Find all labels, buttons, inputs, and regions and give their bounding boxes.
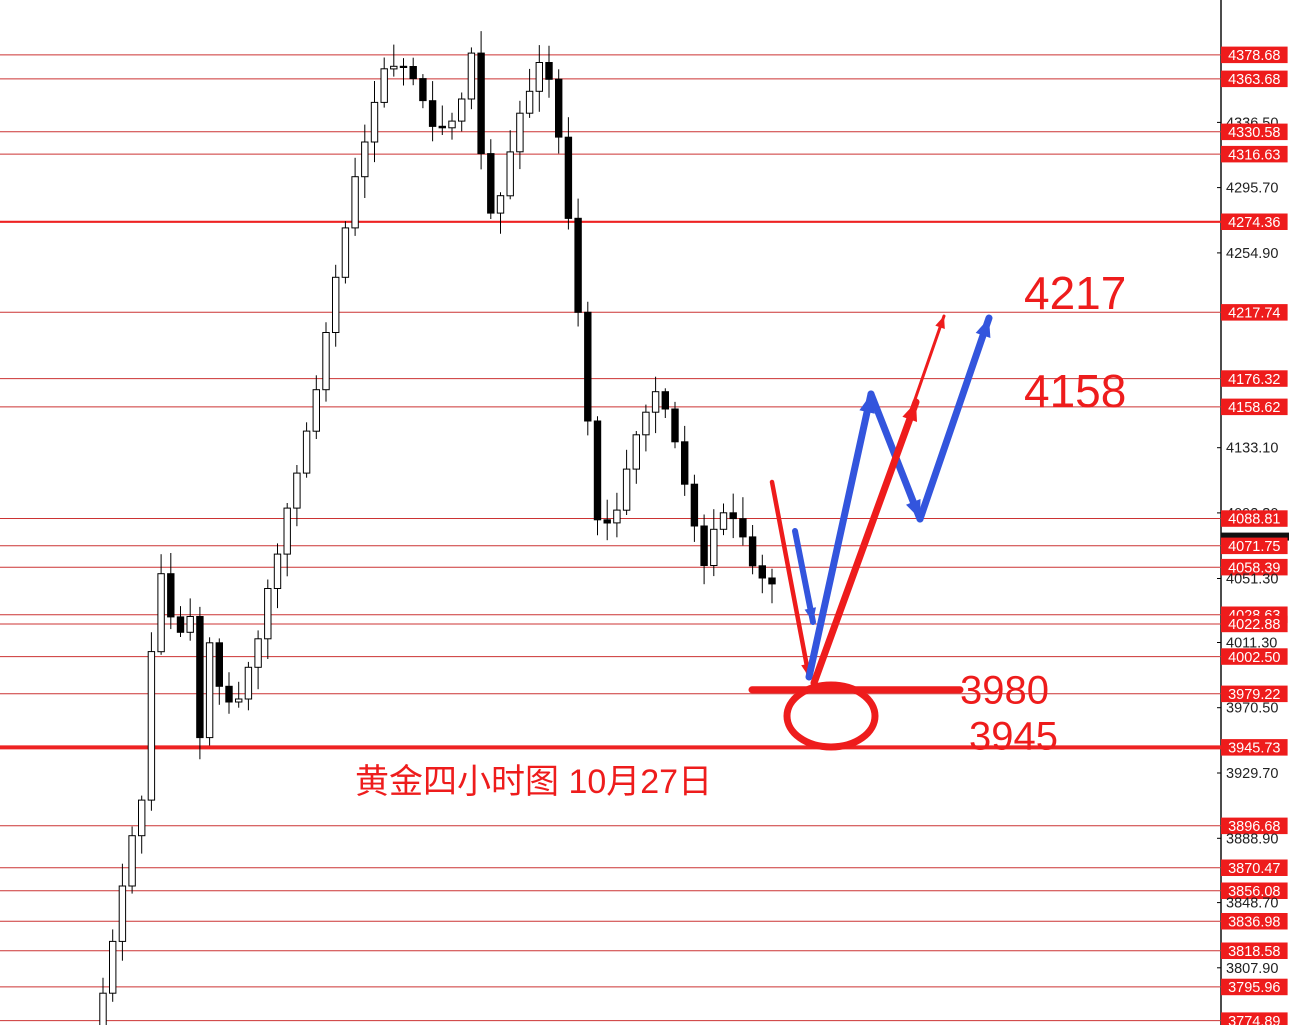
svg-text:3870.47: 3870.47 bbox=[1228, 861, 1280, 877]
svg-text:3888.90: 3888.90 bbox=[1226, 831, 1278, 847]
svg-text:4002.50: 4002.50 bbox=[1228, 650, 1280, 666]
svg-text:4295.70: 4295.70 bbox=[1226, 181, 1278, 197]
svg-text:4330.58: 4330.58 bbox=[1228, 125, 1280, 141]
svg-text:4022.88: 4022.88 bbox=[1228, 617, 1280, 633]
svg-text:3970.50: 3970.50 bbox=[1226, 701, 1278, 717]
svg-text:3980: 3980 bbox=[960, 669, 1049, 713]
svg-text:3818.58: 3818.58 bbox=[1228, 944, 1280, 960]
svg-text:3945.73: 3945.73 bbox=[1228, 741, 1280, 757]
svg-text:3848.70: 3848.70 bbox=[1226, 896, 1278, 912]
svg-text:4316.63: 4316.63 bbox=[1228, 147, 1280, 163]
svg-text:4071.75: 4071.75 bbox=[1228, 539, 1280, 555]
svg-text:4088.81: 4088.81 bbox=[1228, 512, 1280, 528]
svg-text:4363.68: 4363.68 bbox=[1228, 72, 1280, 88]
svg-text:4254.90: 4254.90 bbox=[1226, 246, 1278, 262]
svg-text:3945: 3945 bbox=[969, 715, 1058, 759]
svg-text:4158.62: 4158.62 bbox=[1228, 400, 1280, 416]
svg-text:3795.96: 3795.96 bbox=[1228, 980, 1280, 996]
svg-text:3929.70: 3929.70 bbox=[1226, 766, 1278, 782]
svg-text:4133.10: 4133.10 bbox=[1226, 441, 1278, 457]
svg-text:4051.30: 4051.30 bbox=[1226, 572, 1278, 588]
svg-text:4217: 4217 bbox=[1024, 267, 1126, 319]
svg-text:3807.90: 3807.90 bbox=[1226, 961, 1278, 977]
svg-text:3774.89: 3774.89 bbox=[1228, 1014, 1280, 1025]
svg-text:4217.74: 4217.74 bbox=[1228, 306, 1280, 322]
svg-text:4158: 4158 bbox=[1024, 365, 1126, 417]
svg-text:4274.36: 4274.36 bbox=[1228, 215, 1280, 231]
svg-text:4378.68: 4378.68 bbox=[1228, 48, 1280, 64]
svg-text:4176.32: 4176.32 bbox=[1228, 372, 1280, 388]
svg-text:3836.98: 3836.98 bbox=[1228, 915, 1280, 931]
svg-text:黄金四小时图 10月27日: 黄金四小时图 10月27日 bbox=[355, 763, 712, 801]
